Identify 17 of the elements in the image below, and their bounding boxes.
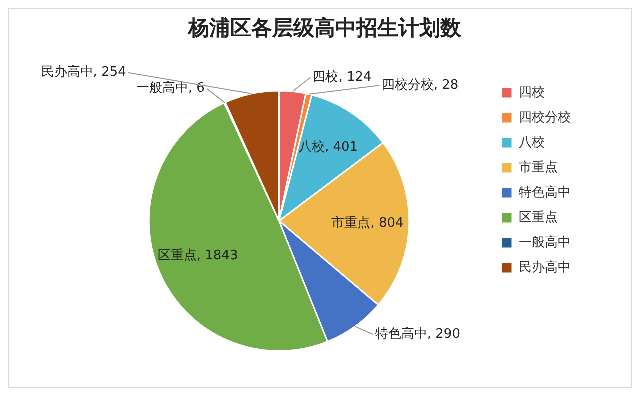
legend-label: 四校	[519, 85, 545, 100]
data-label: 区重点, 1843	[158, 248, 238, 264]
data-label: 一般高中, 6	[136, 80, 205, 96]
data-label: 特色高中, 290	[375, 326, 460, 342]
legend-label: 一般高中	[519, 234, 571, 250]
legend-label: 特色高中	[519, 184, 571, 200]
chart-title: 杨浦区各层级高中招生计划数	[188, 16, 462, 40]
legend-label: 市重点	[519, 160, 558, 176]
data-label: 八校, 401	[298, 140, 358, 155]
legend-label: 四校分校	[519, 110, 571, 126]
data-label: 民办高中, 254	[41, 64, 126, 80]
data-label: 四校, 124	[312, 70, 372, 86]
data-label: 市重点, 804	[332, 216, 404, 232]
data-label: 四校分校, 28	[382, 78, 459, 94]
legend-label: 八校	[519, 135, 545, 150]
legend-label: 区重点	[519, 210, 558, 226]
legend-label: 民办高中	[519, 259, 571, 276]
